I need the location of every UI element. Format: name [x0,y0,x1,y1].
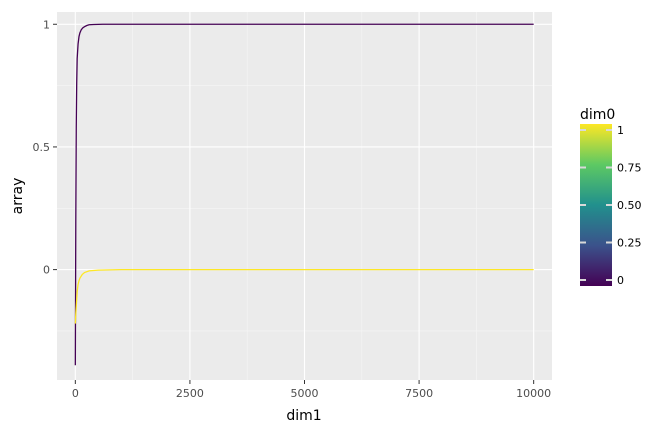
x-axis-label: dim1 [286,408,321,424]
colorbar-legend: dim0 0 0.25 0.50 0.75 1 [580,107,642,287]
axes: 0 2500 5000 7500 10000 0 0.5 1 [33,18,552,400]
x-tick-label: 10000 [516,387,551,400]
legend-title: dim0 [580,107,615,123]
y-tick-label: 1 [43,18,50,31]
colorbar-tick-label: 0.50 [617,199,642,212]
series-layer [74,23,534,366]
x-tick-label: 2500 [176,387,204,400]
series-line-dim0-0 [74,23,534,366]
colorbar-tick-label: 0 [617,274,624,287]
colorbar-ticks: 0 0.25 0.50 0.75 1 [580,124,642,287]
x-tick-label: 0 [72,387,79,400]
y-axis-label: array [10,178,26,215]
colorbar-tick-label: 0.25 [617,237,642,250]
x-tick-label: 5000 [291,387,319,400]
colorbar-tick-label: 1 [617,124,624,137]
x-tick-label: 7500 [405,387,433,400]
colorbar-tick-label: 0.75 [617,162,642,175]
y-tick-label: 0 [43,264,50,277]
y-tick-label: 0.5 [33,141,51,154]
series-line-dim0-1 [74,268,534,324]
